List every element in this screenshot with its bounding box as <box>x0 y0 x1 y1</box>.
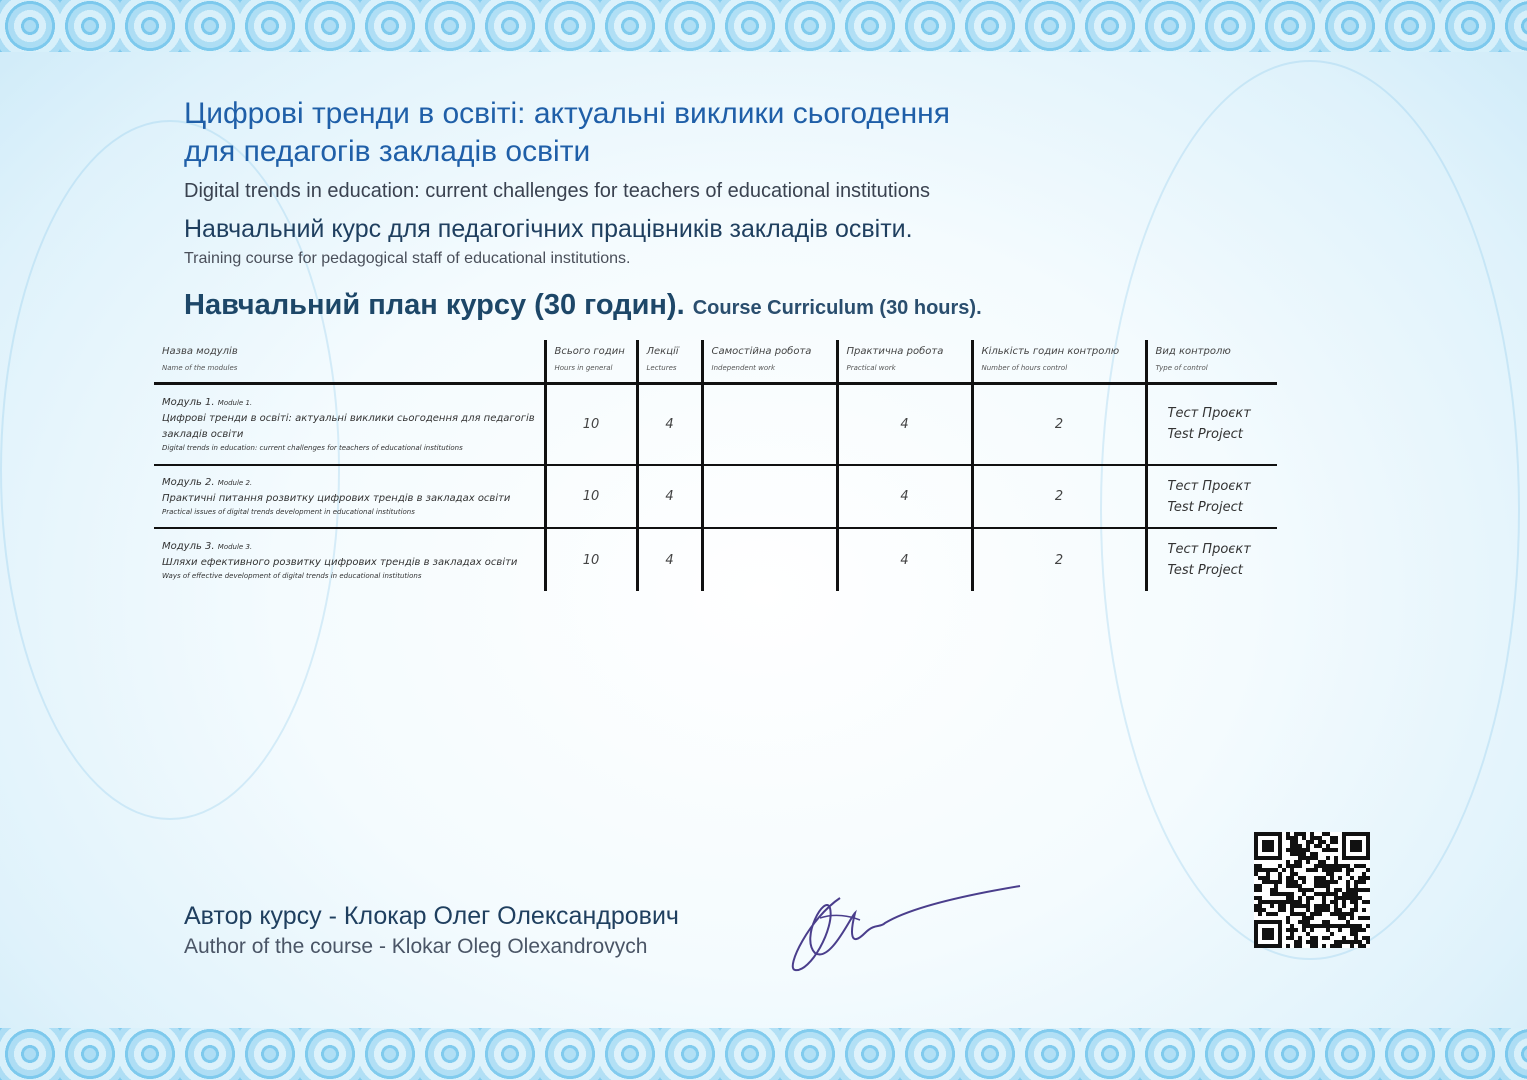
table-row: Модуль 2. Module 2. Практичні питання роз… <box>154 465 1277 528</box>
module-name: Практичні питання розвитку цифрових трен… <box>162 493 511 504</box>
practical-hours: 4 <box>835 383 972 465</box>
control-hours: 2 <box>970 465 1146 528</box>
course-type: Навчальний курс для педагогічних працівн… <box>184 215 913 243</box>
author-name-en: Author of the course - Klokar Oleg Olexa… <box>184 935 648 958</box>
module-name-cell: Модуль 1. Module 1. Цифрові тренди в осві… <box>154 383 545 465</box>
decorative-border-bottom <box>0 1028 1527 1080</box>
table-row: Модуль 1. Module 1. Цифрові тренди в осві… <box>154 383 1277 465</box>
course-title-en: Digital trends in education: current cha… <box>184 180 930 202</box>
control-hours: 2 <box>970 528 1146 591</box>
module-name-cell: Модуль 3. Module 3. Шляхи ефективного роз… <box>154 528 545 591</box>
column-header-uk: Кількість годин контролю <box>981 346 1120 357</box>
module-name-en: Practical issues of digital trends devel… <box>162 508 415 516</box>
column-header-en: Lectures <box>646 364 677 372</box>
column-header-uk: Самостійна робота <box>711 346 812 357</box>
total-hours: 10 <box>543 465 637 528</box>
control-type-uk: Тест Проєкт <box>1167 542 1251 557</box>
total-hours: 10 <box>543 528 637 591</box>
module-name: Цифрові тренди в освіті: актуальні викли… <box>162 412 535 440</box>
total-hours: 10 <box>543 383 637 465</box>
module-label: Модуль 2. <box>162 477 215 488</box>
control-type: Тест Проєкт Test Project <box>1144 465 1277 528</box>
column-header: Самостійна робота Independent work <box>700 340 837 385</box>
column-header-en: Type of control <box>1155 364 1208 372</box>
column-header-en: Independent work <box>711 364 776 372</box>
column-header: Всього годин Hours in general <box>543 340 637 385</box>
module-name-en: Ways of effective development of digital… <box>162 571 422 580</box>
course-type-en: Training course for pedagogical staff of… <box>184 250 631 267</box>
control-type-en: Test Project <box>1167 427 1243 443</box>
practical-hours: 4 <box>835 465 972 528</box>
independent-hours <box>700 528 837 591</box>
control-type-uk: Тест Проєкт <box>1167 478 1251 494</box>
column-header-en: Practical work <box>846 364 896 372</box>
curriculum-table: Назва модулів Name of the modules Всього г… <box>154 340 1277 591</box>
decorative-border-top <box>0 0 1527 52</box>
module-label-en: Module 3. <box>217 542 253 551</box>
column-header: Лекції Lectures <box>635 340 702 385</box>
column-header-uk: Назва модулів <box>162 346 238 357</box>
independent-hours <box>700 383 837 465</box>
independent-hours <box>700 465 837 528</box>
practical-hours: 4 <box>835 528 972 591</box>
author-name: Автор курсу - Клокар Олег Олександрович <box>184 902 679 930</box>
curriculum-heading: Навчальний план курсу (30 годин). Course… <box>184 289 982 321</box>
module-label: Модуль 3. <box>162 540 215 552</box>
column-header-uk: Всього годин <box>554 346 625 357</box>
module-name: Шляхи ефективного розвитку цифрових трен… <box>162 556 518 568</box>
control-hours: 2 <box>970 383 1146 465</box>
module-label: Модуль 1. <box>162 396 215 408</box>
module-name-cell: Модуль 2. Module 2. Практичні питання роз… <box>154 465 545 528</box>
module-name-en: Digital trends in education: current cha… <box>162 443 463 452</box>
module-label-en: Module 1. <box>217 398 253 407</box>
signature <box>791 885 1021 972</box>
lectures-hours: 4 <box>635 528 702 591</box>
column-header-en: Hours in general <box>554 364 613 372</box>
lectures-hours: 4 <box>635 465 702 528</box>
table-row: Модуль 3. Module 3. Шляхи ефективного роз… <box>154 528 1277 591</box>
column-header-uk: Лекції <box>646 346 679 357</box>
control-type: Тест Проєкт Test Project <box>1144 528 1277 591</box>
column-header-en: Number of hours control <box>981 364 1068 372</box>
control-type-en: Test Project <box>1167 499 1243 515</box>
control-type-uk: Тест Проєкт <box>1167 406 1251 422</box>
column-header: Кількість годин контролю Number of hours … <box>970 340 1146 385</box>
qr-code[interactable] <box>1254 832 1370 948</box>
column-header: Практична робота Practical work <box>835 340 972 385</box>
course-title: Цифрові тренди в освіті: актуальні викли… <box>184 97 950 168</box>
column-header-uk: Вид контролю <box>1155 346 1231 357</box>
column-header-en: Name of the modules <box>162 364 238 372</box>
column-header: Вид контролю Type of control <box>1144 340 1277 385</box>
column-header-uk: Практична робота <box>846 346 944 357</box>
control-type-en: Test Project <box>1167 563 1243 578</box>
column-header: Назва модулів Name of the modules <box>154 340 545 385</box>
guilloche-ornament <box>0 120 340 820</box>
lectures-hours: 4 <box>635 383 702 465</box>
control-type: Тест Проєкт Test Project <box>1144 383 1277 465</box>
module-label-en: Module 2. <box>217 479 253 487</box>
